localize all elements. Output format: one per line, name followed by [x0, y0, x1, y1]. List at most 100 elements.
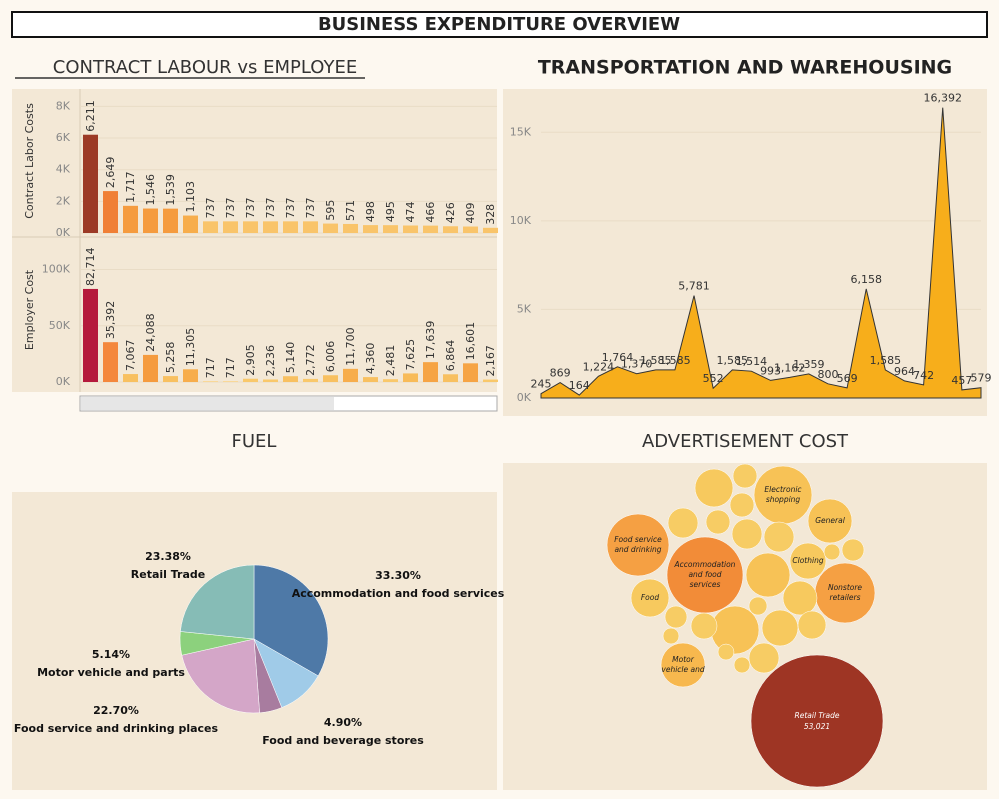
data-label: 24,088	[144, 313, 157, 352]
data-label: 737	[284, 197, 297, 218]
chart-title: ADVERTISEMENT COST	[642, 431, 849, 452]
bar	[123, 374, 138, 382]
bubble-label: Accommodation and food services	[674, 560, 736, 589]
data-label: 1,585	[659, 354, 691, 367]
data-label: 7,625	[404, 339, 417, 371]
data-label: 6,211	[84, 100, 97, 132]
data-label: 245	[531, 378, 552, 391]
y-axis-label: Employer Cost	[23, 269, 36, 350]
slice-value: 4.90%	[324, 716, 362, 729]
bar	[243, 221, 258, 233]
data-label: 1,585	[640, 354, 672, 367]
bar	[383, 225, 398, 233]
data-label: 1,224	[583, 360, 615, 373]
data-label: 2,481	[384, 345, 397, 377]
data-label: 1,370	[621, 358, 653, 371]
bar	[323, 375, 338, 382]
bubble	[761, 609, 799, 647]
bar	[403, 225, 418, 233]
slice-value: 23.38%	[145, 550, 191, 563]
data-label: 5,258	[164, 342, 177, 374]
data-label: 409	[464, 203, 477, 224]
bar	[83, 288, 98, 382]
y-tick-label: 5K	[517, 302, 532, 315]
data-label: 11,700	[344, 327, 357, 366]
slice-value: 5.14%	[92, 648, 130, 661]
bubble	[748, 596, 768, 616]
bar	[143, 354, 158, 382]
slice-label: Food service and drinking places	[14, 722, 219, 735]
y-tick-label: 4K	[56, 163, 71, 176]
bubble	[690, 612, 718, 640]
bar	[223, 221, 238, 233]
data-label: 466	[424, 202, 437, 223]
data-label: 82,714	[84, 247, 97, 286]
bubble	[606, 513, 670, 577]
data-label: 1,764	[602, 351, 634, 364]
pie-slice	[180, 564, 255, 640]
data-label: 426	[444, 202, 457, 223]
scroll-thumb[interactable]	[81, 397, 334, 410]
bar	[183, 215, 198, 233]
data-label: 1,585	[870, 354, 902, 367]
bubble	[729, 492, 755, 518]
y-tick-label: 50K	[49, 319, 71, 332]
bar	[463, 226, 478, 233]
bubble	[705, 509, 731, 535]
bubble-value: 53,021	[804, 722, 830, 731]
bar	[403, 373, 418, 382]
bar	[363, 377, 378, 382]
bubble	[750, 654, 884, 788]
data-label: 569	[837, 372, 858, 385]
bar	[423, 225, 438, 233]
bar	[163, 376, 178, 382]
chart-title: CONTRACT LABOUR vs EMPLOYEE	[53, 57, 357, 78]
data-label: 2,772	[304, 344, 317, 376]
bubble	[660, 642, 706, 688]
bar	[323, 223, 338, 233]
bubble	[662, 627, 680, 645]
bar	[303, 221, 318, 233]
bar	[343, 223, 358, 233]
bar	[163, 208, 178, 233]
data-label: 474	[404, 201, 417, 222]
data-label: 1,514	[736, 355, 768, 368]
bar	[263, 221, 278, 233]
data-label: 742	[913, 369, 934, 382]
slice-label: Food and beverage stores	[262, 734, 424, 747]
title-box	[11, 11, 988, 38]
bar	[303, 378, 318, 382]
data-label: 964	[894, 365, 915, 378]
chart-title: FUEL	[232, 431, 277, 452]
bubble-label: Food	[641, 593, 659, 602]
data-label: 164	[569, 379, 590, 392]
bar	[483, 379, 498, 382]
bubble-label: Clothing	[792, 556, 823, 565]
bubble	[841, 538, 865, 562]
bubble	[717, 643, 735, 661]
bubble-label: Food service and drinking	[614, 535, 662, 554]
data-label: 6,158	[850, 273, 882, 286]
data-label: 5,140	[284, 342, 297, 374]
bubble-label: Electronic shopping	[764, 485, 802, 504]
bar	[123, 205, 138, 233]
y-tick-label: 10K	[510, 214, 532, 227]
bubble	[745, 552, 791, 598]
data-label: 1,717	[124, 171, 137, 203]
bar	[203, 221, 218, 233]
y-tick-label: 8K	[56, 99, 71, 112]
y-tick-label: 2K	[56, 194, 71, 207]
bar	[143, 208, 158, 233]
data-label: 1,103	[184, 181, 197, 213]
bubble	[667, 507, 699, 539]
data-label: 595	[324, 200, 337, 221]
data-label: 4,360	[364, 343, 377, 375]
bubble	[732, 463, 758, 489]
bubble	[823, 543, 841, 561]
bar	[463, 363, 478, 382]
data-label: 2,167	[484, 345, 497, 377]
y-tick-label: 0K	[56, 226, 71, 239]
bubble	[807, 498, 853, 544]
data-label: 737	[264, 197, 277, 218]
